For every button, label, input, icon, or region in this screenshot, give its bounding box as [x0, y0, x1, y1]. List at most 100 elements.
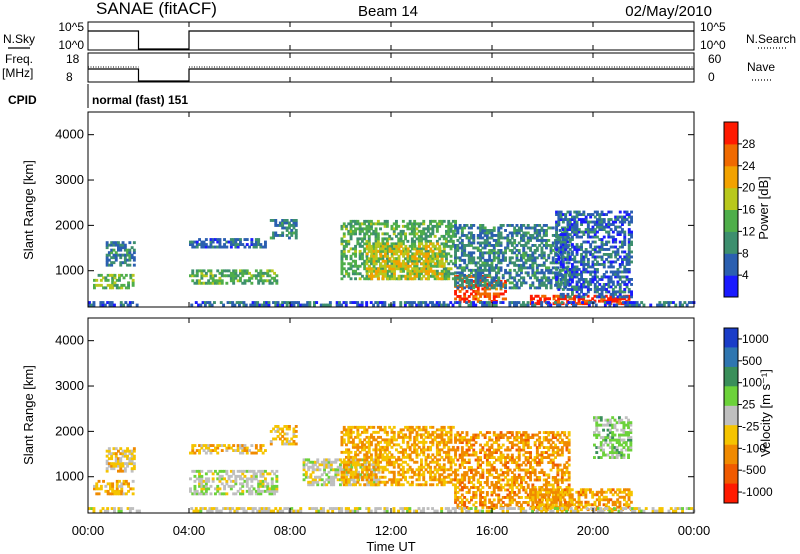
- scatter-cell: [614, 240, 618, 244]
- scatter-cell: [395, 244, 399, 248]
- scatter-cell: [119, 301, 123, 304]
- scatter-cell: [497, 266, 501, 270]
- scatter-cell: [385, 222, 389, 226]
- scatter-cell: [397, 249, 401, 253]
- scatter-cell: [395, 249, 399, 253]
- scatter-cell: [571, 230, 574, 234]
- scatter-cell: [370, 257, 374, 261]
- scatter-cell: [257, 492, 261, 496]
- scatter-cell: [342, 425, 346, 429]
- scatter-cell: [254, 238, 258, 241]
- scatter-cell: [252, 487, 256, 491]
- scatter-cell: [485, 463, 489, 467]
- scatter-cell: [401, 460, 405, 464]
- scatter-cell: [541, 294, 545, 298]
- scatter-cell: [123, 469, 127, 473]
- scatter-cell: [554, 271, 557, 275]
- scatter-cell: [132, 449, 136, 453]
- scatter-cell: [349, 219, 353, 223]
- scatter-cell: [488, 297, 492, 301]
- scatter-cell: [361, 465, 365, 469]
- scatter-cell: [520, 283, 523, 287]
- scatter-cell: [189, 274, 192, 278]
- scatter-cell: [463, 286, 467, 290]
- scatter-cell: [420, 247, 423, 251]
- scatter-cell: [596, 235, 599, 239]
- scatter-cell: [454, 493, 457, 497]
- scatter-cell: [630, 235, 633, 239]
- scatter-cell: [395, 234, 398, 238]
- scatter-cell: [349, 433, 353, 437]
- scatter-cell: [458, 478, 462, 482]
- scatter-cell: [390, 478, 394, 482]
- scatter-cell: [290, 301, 294, 304]
- scatter-cell: [294, 219, 298, 222]
- scatter-cell: [472, 297, 476, 301]
- scatter-cell: [319, 303, 323, 307]
- scatter-cell: [454, 473, 457, 477]
- scatter-cell: [438, 450, 442, 454]
- scatter-cell: [381, 257, 385, 261]
- scatter-cell: [476, 268, 480, 272]
- scatter-cell: [573, 265, 577, 269]
- scatter-cell: [408, 269, 412, 273]
- scatter-cell: [113, 492, 117, 496]
- scatter-cell: [488, 463, 492, 467]
- scatter-cell: [467, 476, 471, 479]
- scatter-cell: [438, 428, 442, 432]
- scatter-cell: [254, 245, 258, 249]
- scatter-cell: [569, 301, 573, 304]
- scatter-cell: [627, 280, 631, 284]
- scatter-cell: [424, 448, 428, 452]
- cpid-value: normal (fast) 151: [92, 93, 188, 107]
- scatter-cell: [241, 451, 245, 455]
- scatter-cell: [549, 261, 553, 265]
- scatter-cell: [485, 478, 489, 482]
- scatter-cell: [365, 445, 369, 449]
- scatter-cell: [117, 449, 120, 453]
- scatter-cell: [374, 234, 378, 238]
- scatter-cell: [495, 271, 498, 275]
- scatter-cell: [392, 227, 396, 231]
- scatter-cell: [483, 258, 487, 262]
- scatter-cell: [577, 288, 581, 291]
- scatter-cell: [488, 263, 492, 267]
- scatter-cell: [229, 479, 233, 483]
- scatter-cell: [454, 244, 457, 247]
- scatter-cell: [492, 488, 496, 492]
- scatter-cell: [195, 477, 199, 481]
- scatter-cell: [356, 272, 360, 276]
- scatter-cell: [417, 237, 421, 241]
- scatter-cell: [568, 270, 572, 274]
- scatter-cell: [392, 438, 396, 442]
- scatter-cell: [99, 303, 103, 307]
- scatter-cell: [479, 466, 482, 469]
- scatter-cell: [557, 299, 560, 303]
- scatter-cell: [354, 443, 357, 447]
- scatter-cell: [213, 301, 216, 304]
- scatter-cell: [565, 303, 569, 307]
- scatter-cell: [370, 232, 373, 236]
- scatter-cell: [361, 425, 364, 429]
- scatter-cell: [535, 236, 539, 240]
- scatter-cell: [571, 263, 574, 266]
- scatter-cell: [467, 295, 471, 298]
- scatter-cell: [112, 462, 116, 466]
- scatter-cell: [566, 250, 570, 254]
- scatter-cell: [426, 239, 430, 243]
- scatter-cell: [393, 262, 396, 266]
- scatter-cell: [198, 269, 201, 273]
- scatter-cell: [381, 448, 385, 452]
- scatter-cell: [515, 229, 519, 232]
- scatter-cell: [410, 303, 414, 307]
- scatter-cell: [118, 276, 121, 280]
- scatter-cell: [580, 258, 583, 261]
- scatter-cell: [600, 278, 604, 281]
- scatter-cell: [568, 297, 572, 301]
- scatter-cell: [218, 469, 222, 473]
- scatter-cell: [424, 480, 428, 484]
- scatter-cell: [548, 297, 551, 301]
- scatter-cell: [204, 492, 208, 496]
- scatter-cell: [584, 240, 588, 244]
- scatter-cell: [490, 278, 494, 282]
